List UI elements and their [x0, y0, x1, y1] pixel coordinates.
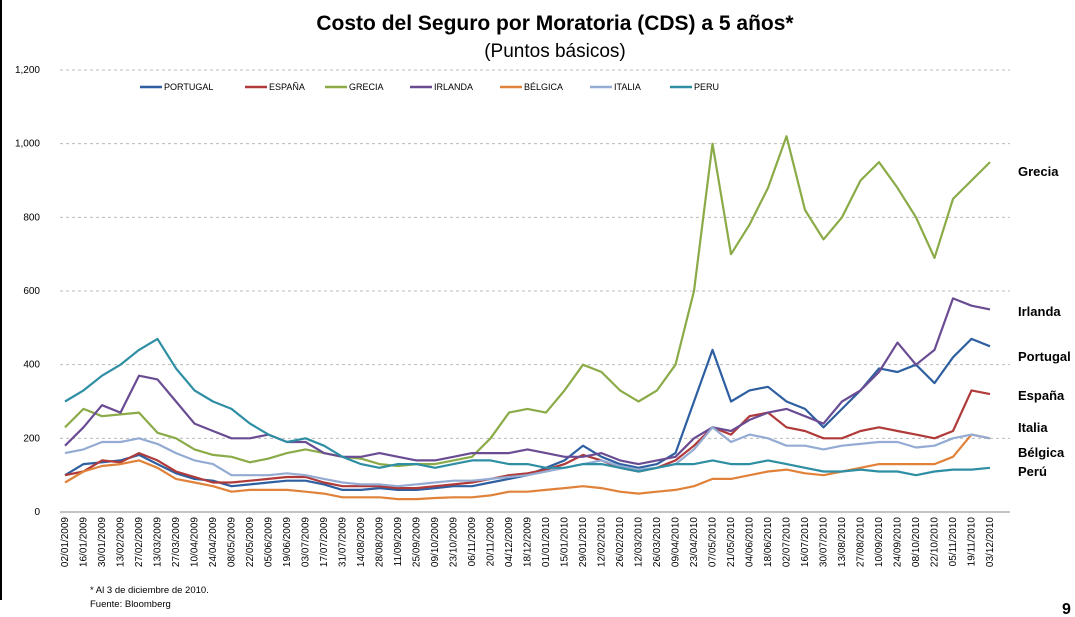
x-tick-label: 27/08/2010	[856, 517, 867, 567]
x-tick-label: 26/02/2010	[615, 517, 626, 567]
end-label: Italia	[1018, 420, 1048, 435]
x-tick-label: 23/04/2010	[689, 517, 700, 567]
x-tick-label: 08/10/2010	[911, 517, 922, 567]
x-tick-label: 04/12/2009	[504, 517, 515, 567]
series-line	[64, 337, 991, 491]
x-tick-label: 03/12/2010	[985, 517, 996, 567]
y-tick-label: 800	[23, 212, 40, 223]
x-tick-label: 18/06/2010	[763, 517, 774, 567]
x-tick-label: 18/12/2009	[523, 517, 534, 567]
legend-label: PORTUGAL	[164, 82, 213, 92]
x-tick-label: 13/02/2009	[116, 517, 127, 567]
x-tick-label: 02/07/2010	[782, 517, 793, 567]
chart-subtitle: (Puntos básicos)	[484, 41, 626, 62]
chart-title: Costo del Seguro por Moratoria (CDS) a 5…	[316, 12, 794, 35]
end-label: Portugal	[1018, 349, 1071, 364]
series-line	[64, 135, 991, 468]
x-tick-label: 30/01/2009	[97, 517, 108, 567]
x-tick-label: 19/06/2009	[282, 517, 293, 567]
x-tick-label: 27/02/2009	[134, 517, 145, 567]
y-tick-label: 1,000	[15, 139, 40, 150]
x-tick-label: 09/10/2009	[430, 517, 441, 567]
x-tick-label: 21/05/2010	[726, 517, 737, 567]
legend-label: GRECIA	[349, 82, 384, 92]
x-tick-label: 27/03/2009	[171, 517, 182, 567]
x-tick-label: 05/06/2009	[264, 517, 275, 567]
y-tick-label: 400	[23, 360, 40, 371]
series-line	[64, 426, 991, 488]
x-tick-label: 30/07/2010	[819, 517, 830, 567]
x-tick-label: 28/08/2009	[375, 517, 386, 567]
y-tick-label: 0	[34, 507, 40, 518]
x-tick-label: 15/01/2010	[560, 517, 571, 567]
y-tick-label: 1,200	[15, 65, 40, 76]
x-tick-label: 12/02/2010	[597, 517, 608, 567]
source: Fuente: Bloomberg	[90, 599, 171, 610]
x-tick-label: 24/09/2010	[893, 517, 904, 567]
series-line	[64, 389, 991, 490]
x-tick-label: 16/07/2010	[800, 517, 811, 567]
x-tick-label: 22/05/2009	[245, 517, 256, 567]
end-label: Perú	[1018, 464, 1047, 479]
x-tick-label: 16/01/2009	[79, 517, 90, 567]
legend-label: ITALIA	[614, 82, 641, 92]
x-tick-label: 01/01/2010	[541, 517, 552, 567]
x-tick-label: 04/06/2010	[745, 517, 756, 567]
legend-label: IRLANDA	[434, 82, 473, 92]
x-tick-label: 26/03/2010	[652, 517, 663, 567]
end-label: Bélgica	[1018, 445, 1065, 460]
x-tick-label: 12/03/2010	[634, 517, 645, 567]
legend-label: PERU	[694, 82, 719, 92]
x-tick-label: 29/01/2010	[578, 517, 589, 567]
end-label: España	[1018, 388, 1065, 403]
x-tick-label: 07/05/2010	[708, 517, 719, 567]
x-tick-label: 14/08/2009	[356, 517, 367, 567]
x-tick-label: 11/09/2009	[393, 517, 404, 567]
x-tick-label: 09/04/2010	[671, 517, 682, 567]
x-tick-label: 17/07/2009	[319, 517, 330, 567]
y-tick-label: 200	[23, 433, 40, 444]
x-tick-label: 22/10/2010	[930, 517, 941, 567]
legend-label: ESPAÑA	[269, 82, 305, 92]
series-line	[64, 297, 991, 466]
x-tick-label: 23/10/2009	[449, 517, 460, 567]
x-tick-label: 13/08/2010	[837, 517, 848, 567]
x-tick-label: 06/11/2009	[467, 517, 478, 567]
legend-label: BÉLGICA	[524, 82, 563, 92]
x-tick-label: 19/11/2010	[967, 517, 978, 567]
x-tick-label: 13/03/2009	[153, 517, 164, 567]
y-tick-label: 600	[23, 286, 40, 297]
x-tick-label: 10/04/2009	[190, 517, 201, 567]
x-tick-label: 25/09/2009	[412, 517, 423, 567]
x-tick-label: 31/07/2009	[338, 517, 349, 567]
x-tick-label: 05/11/2010	[948, 517, 959, 567]
x-tick-label: 24/04/2009	[208, 517, 219, 567]
x-tick-label: 08/05/2009	[227, 517, 238, 567]
x-tick-label: 10/09/2010	[874, 517, 885, 567]
x-tick-label: 20/11/2009	[486, 517, 497, 567]
x-tick-label: 03/07/2009	[301, 517, 312, 567]
page-number: 9	[1062, 601, 1071, 617]
x-tick-label: 02/01/2009	[60, 517, 71, 567]
end-label: Grecia	[1018, 164, 1059, 179]
series-line	[64, 433, 991, 501]
footnote: * Al 3 de diciembre de 2010.	[90, 585, 209, 596]
series-line	[64, 337, 991, 477]
end-label: Irlanda	[1018, 304, 1061, 319]
